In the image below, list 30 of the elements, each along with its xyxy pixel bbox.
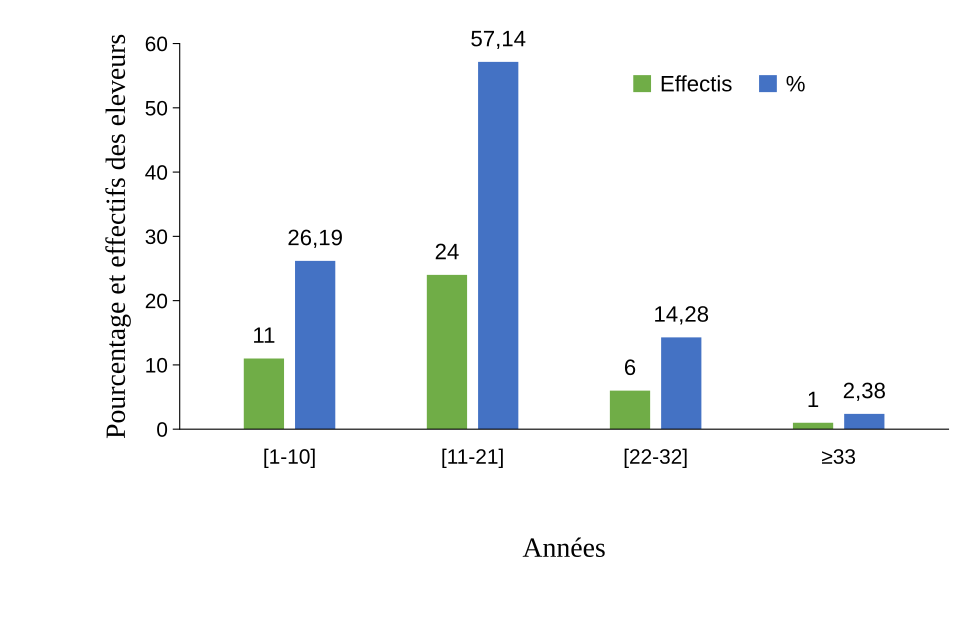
data-label: 57,14 (471, 30, 526, 50)
y-tick-label: 40 (145, 165, 168, 180)
legend-label: Effectis (662, 75, 732, 92)
y-tick-label: 30 (146, 229, 168, 244)
bar (295, 260, 336, 430)
x-tick-label: ≥33 (822, 449, 856, 464)
data-label: 6 (624, 359, 636, 376)
bar (610, 390, 650, 430)
y-tick-label: 50 (146, 100, 168, 116)
y-tick-label: 0 (157, 422, 168, 437)
bar (426, 274, 468, 430)
data-label: 1 (808, 392, 818, 408)
x-tick-label: [22-32] (624, 448, 687, 468)
y-tick-label: 60 (146, 36, 168, 52)
bar (844, 414, 884, 430)
legend-label: % (786, 76, 805, 92)
y-axis-title: Pourcentage et effectifs des eleveurs (105, 34, 131, 438)
y-tick-label: 10 (146, 358, 168, 373)
data-label: 26,19 (288, 230, 342, 248)
data-label: 24 (436, 244, 459, 260)
y-tick-label: 20 (146, 294, 168, 308)
bar (478, 62, 518, 430)
x-tick-label: [1-10] (264, 448, 315, 468)
data-label: 2,38 (844, 382, 885, 402)
bar (661, 337, 702, 430)
bar (244, 358, 284, 430)
x-tick-label: [11-21] (442, 448, 503, 468)
data-label: 14,28 (655, 306, 708, 325)
data-label: 11 (254, 327, 274, 343)
x-axis-title: Années (522, 537, 605, 558)
